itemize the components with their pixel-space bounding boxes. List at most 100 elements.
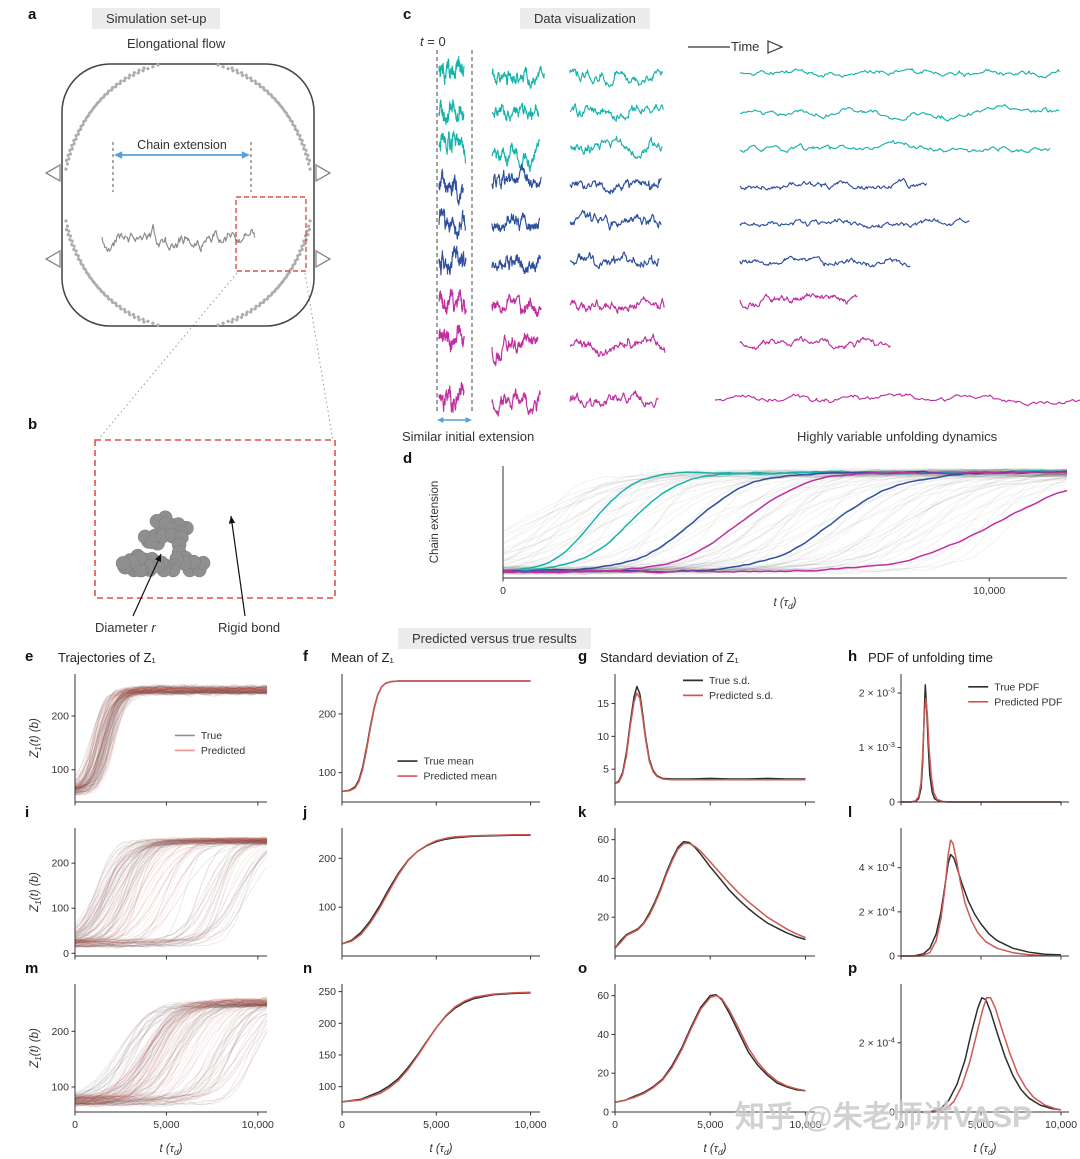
chart-m-trajectories: 0 5,000 10,000 100 200 Z1(t) (b) t (τd): [29, 984, 274, 1157]
time-label: Time: [731, 39, 760, 54]
svg-text:200: 200: [51, 858, 69, 870]
chart-l-pdf: 0 2 × 10-4 4 × 10-4: [859, 828, 1069, 963]
svg-text:0: 0: [889, 951, 895, 963]
svg-text:0: 0: [898, 1119, 904, 1131]
panel-label-p: p: [848, 960, 858, 977]
svg-text:200: 200: [51, 710, 69, 722]
svg-text:True: True: [201, 730, 222, 742]
chart-f-mean: 100 200 True mean Predicted mean: [318, 674, 540, 806]
svg-text:t (τd): t (τd): [430, 1143, 453, 1157]
svg-text:20: 20: [597, 1068, 609, 1080]
svg-text:10,000: 10,000: [242, 1119, 274, 1131]
svg-text:True PDF: True PDF: [994, 681, 1039, 693]
svg-text:10,000: 10,000: [1045, 1119, 1077, 1131]
chart-p-pdf: 0 5,000 10,000 0 2 × 10-4 t (τd): [859, 984, 1077, 1157]
svg-text:True s.d.: True s.d.: [709, 675, 750, 687]
svg-text:0: 0: [500, 585, 506, 597]
svg-text:Chain extension: Chain extension: [429, 481, 441, 563]
panel-label-m: m: [25, 960, 39, 977]
svg-text:0: 0: [72, 1119, 78, 1131]
chart-d-chain-extension-trajectories: 0 10,000 Chain extension t (τd): [429, 466, 1068, 611]
svg-text:60: 60: [597, 990, 609, 1002]
chart-o-sd: 0 5,000 10,000 0 20 40 60 t (τd): [597, 984, 822, 1157]
svg-text:5,000: 5,000: [153, 1119, 179, 1131]
svg-text:100: 100: [51, 764, 69, 776]
title-standard-deviation: Standard deviation of Z₁: [600, 650, 739, 665]
svg-text:15: 15: [597, 698, 609, 710]
chart-j-mean: 100 200: [318, 828, 540, 960]
svg-text:Z1(t) (b): Z1(t) (b): [29, 1028, 43, 1069]
svg-text:0: 0: [339, 1119, 345, 1131]
section-chip-data-visualization: Data visualization: [520, 8, 650, 29]
watermark: 知乎 @朱老师讲VASP: [735, 1101, 1033, 1134]
chain-extension-label: Chain extension: [137, 138, 227, 152]
svg-text:40: 40: [597, 873, 609, 885]
section-chip-results: Predicted versus true results: [398, 628, 591, 649]
svg-text:True mean: True mean: [423, 756, 474, 768]
variable-unfolding-label: Highly variable unfolding dynamics: [797, 429, 998, 444]
svg-text:1 × 10-3: 1 × 10-3: [859, 740, 895, 754]
panel-label-d: d: [403, 450, 413, 467]
svg-text:Z1(t) (b): Z1(t) (b): [29, 718, 43, 759]
svg-text:10,000: 10,000: [515, 1119, 547, 1131]
svg-text:200: 200: [318, 708, 336, 720]
svg-text:Predicted s.d.: Predicted s.d.: [709, 690, 773, 702]
svg-text:0: 0: [603, 1107, 609, 1119]
panel-label-o: o: [578, 960, 588, 977]
svg-text:Predicted PDF: Predicted PDF: [994, 696, 1062, 708]
chart-i-trajectories: 0 100 200 Z1(t) (b): [29, 828, 268, 960]
svg-text:100: 100: [318, 1081, 336, 1093]
title-mean: Mean of Z₁: [331, 650, 394, 665]
svg-text:200: 200: [318, 853, 336, 865]
section-chip-simulation-setup: Simulation set-up: [92, 8, 221, 29]
svg-text:0: 0: [63, 948, 69, 960]
rigid-bond-label: Rigid bond: [218, 620, 281, 635]
svg-text:4 × 10-4: 4 × 10-4: [859, 860, 895, 874]
panel-label-e: e: [25, 648, 34, 665]
svg-text:10,000: 10,000: [973, 585, 1005, 597]
svg-text:t (τd): t (τd): [774, 597, 797, 611]
title-pdf: PDF of unfolding time: [868, 650, 994, 665]
svg-text:200: 200: [318, 1018, 336, 1030]
svg-text:Predicted mean: Predicted mean: [423, 771, 497, 783]
panel-label-a: a: [28, 6, 37, 23]
t-equals-zero-label: t = 0: [420, 34, 446, 49]
panel-label-g: g: [578, 648, 588, 665]
svg-text:60: 60: [597, 834, 609, 846]
panel-label-n: n: [303, 960, 313, 977]
svg-text:0: 0: [889, 1107, 895, 1119]
panel-label-l: l: [848, 804, 853, 821]
panel-label-f: f: [303, 648, 308, 665]
svg-text:5: 5: [603, 764, 609, 776]
svg-text:5,000: 5,000: [697, 1119, 723, 1131]
svg-text:t (τd): t (τd): [704, 1143, 727, 1157]
panel-label-i: i: [25, 804, 30, 821]
svg-text:5,000: 5,000: [968, 1119, 994, 1131]
svg-text:t (τd): t (τd): [974, 1143, 997, 1157]
svg-text:20: 20: [597, 912, 609, 924]
chart-g-sd: 5 10 15 True s.d. Predicted s.d.: [597, 674, 815, 806]
title-trajectories: Trajectories of Z₁: [58, 650, 156, 665]
panel-label-b: b: [28, 416, 38, 433]
chart-n-mean: 0 5,000 10,000 100 150 200 250 t (τd): [318, 984, 547, 1157]
panel-b-drawing: [94, 439, 336, 617]
svg-text:100: 100: [318, 902, 336, 914]
panel-a-drawing: [44, 63, 332, 327]
diameter-variable: r: [151, 620, 156, 635]
svg-text:t (τd): t (τd): [160, 1143, 183, 1157]
svg-text:100: 100: [318, 767, 336, 779]
chart-h-pdf: 0 1 × 10-3 2 × 10-3 True PDF Predicted PDF: [859, 674, 1069, 809]
svg-text:0: 0: [889, 797, 895, 809]
panel-label-k: k: [578, 804, 587, 821]
diameter-label: Diameter r: [95, 620, 156, 635]
svg-text:0: 0: [612, 1119, 618, 1131]
chart-e-trajectories: 100 200 Z1(t) (b) True Predicted: [29, 674, 268, 806]
svg-text:250: 250: [318, 986, 336, 998]
panel-label-h: h: [848, 648, 858, 665]
svg-text:Z1(t) (b): Z1(t) (b): [29, 872, 43, 913]
svg-text:2 × 10-3: 2 × 10-3: [859, 686, 895, 700]
svg-text:5,000: 5,000: [423, 1119, 449, 1131]
panel-label-c: c: [403, 6, 412, 23]
